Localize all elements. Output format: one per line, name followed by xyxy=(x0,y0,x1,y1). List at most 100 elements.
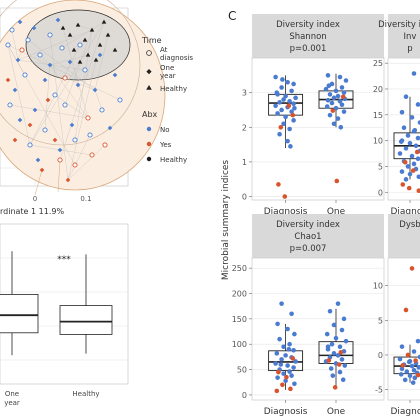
data-point xyxy=(289,109,294,114)
pcoa-point xyxy=(85,52,91,57)
data-point xyxy=(274,90,280,95)
data-point xyxy=(279,301,284,306)
data-point xyxy=(411,349,417,354)
data-point xyxy=(326,83,332,89)
data-point xyxy=(285,138,290,144)
data-point xyxy=(275,375,280,380)
y-tick-label: -5 xyxy=(375,386,383,395)
x-category-label: Diagnosis xyxy=(264,207,308,217)
pcoa-point xyxy=(35,157,41,163)
pcoa-point xyxy=(57,147,63,153)
pcoa-connector xyxy=(67,144,106,181)
data-point xyxy=(331,322,337,328)
pcoa-point xyxy=(65,177,71,183)
data-point xyxy=(337,74,343,80)
data-point xyxy=(332,385,338,390)
facet-dysbiosis: Dysb -5 0 5 10 Diagnosi xyxy=(373,214,420,417)
pcoa-point xyxy=(25,37,31,43)
data-point xyxy=(329,100,335,106)
pcoa-point xyxy=(97,52,103,58)
data-point xyxy=(289,373,294,378)
x-category-label: Diagnosis xyxy=(264,407,308,417)
bottom-left-boxes xyxy=(0,251,113,356)
pcoa-point xyxy=(42,127,48,133)
pcoa-point xyxy=(67,32,73,37)
data-point xyxy=(404,369,410,374)
y-tick-label: 10 xyxy=(373,282,383,291)
data-point xyxy=(402,377,408,383)
pcoa-point xyxy=(102,142,108,148)
y-tick-label: 0 xyxy=(378,188,383,197)
data-point xyxy=(399,169,405,174)
data-point xyxy=(415,338,420,344)
box xyxy=(268,350,304,372)
data-point xyxy=(340,377,346,383)
data-point xyxy=(339,327,345,333)
data-point xyxy=(405,133,411,138)
pcoa-legend: Time At diagnosis One year Healthy Abx N… xyxy=(141,36,193,164)
data-point xyxy=(334,178,340,184)
data-point xyxy=(285,363,290,368)
data-point xyxy=(412,375,418,381)
data-point xyxy=(409,363,415,369)
data-point xyxy=(341,109,347,114)
facet-strip xyxy=(252,214,384,258)
pcoa-connector xyxy=(11,29,19,61)
pcoa-connector xyxy=(74,29,93,141)
data-point xyxy=(342,363,348,368)
data-point xyxy=(275,111,280,116)
pcoa-point xyxy=(85,115,91,121)
facet-strip xyxy=(252,14,384,58)
data-point xyxy=(333,105,339,111)
data-point xyxy=(281,121,286,127)
data-point xyxy=(343,78,349,83)
legend-open-circle-icon xyxy=(146,50,152,56)
pcoa-connector xyxy=(49,34,69,181)
legend-healthy-icon xyxy=(146,156,152,162)
pcoa-connector xyxy=(49,54,89,66)
data-point xyxy=(400,363,406,368)
data-point xyxy=(413,358,418,363)
data-point xyxy=(413,143,419,149)
pcoa-connector xyxy=(9,104,89,119)
pcoa-point xyxy=(59,45,65,51)
facet-strip-label: Diversity index xyxy=(276,20,340,30)
pcoa-point xyxy=(75,82,81,88)
pcoa-connector xyxy=(49,64,89,119)
legend-diamond-icon xyxy=(146,69,152,75)
facet-strip-label: Inv xyxy=(404,32,417,42)
pcoa-point xyxy=(89,27,95,32)
data-point xyxy=(403,307,409,313)
data-point xyxy=(337,98,343,104)
data-point xyxy=(333,88,339,94)
data-point xyxy=(289,311,294,317)
data-point xyxy=(331,351,337,356)
data-point xyxy=(416,174,420,180)
data-point xyxy=(338,124,344,130)
data-point xyxy=(278,124,284,130)
data-point xyxy=(409,266,415,271)
y-tick-label: 0 xyxy=(378,351,383,360)
y-tick-label: 25 xyxy=(373,59,383,68)
pcoa-connector xyxy=(67,59,97,181)
pcoa-point xyxy=(39,167,45,173)
x-category-label: Diagnosi xyxy=(390,407,420,417)
facet-strip-label: Shannon xyxy=(289,32,326,42)
pcoa-point xyxy=(93,57,99,62)
pcoa-connector xyxy=(17,29,93,61)
x-tick-label: 0 xyxy=(33,195,37,203)
data-point xyxy=(337,369,343,375)
legend-label-no: No xyxy=(160,126,170,134)
legend-no-icon xyxy=(146,126,152,132)
y-tick-label: 2 xyxy=(242,123,247,132)
data-point xyxy=(293,95,298,101)
data-point xyxy=(336,362,342,367)
data-point xyxy=(324,104,330,109)
data-point xyxy=(339,357,345,362)
pcoa-point xyxy=(105,32,111,37)
pcoa-point xyxy=(67,59,73,65)
data-point xyxy=(279,357,284,362)
pcoa-connector xyxy=(54,94,89,119)
data-point xyxy=(327,92,333,97)
data-point xyxy=(287,98,292,104)
